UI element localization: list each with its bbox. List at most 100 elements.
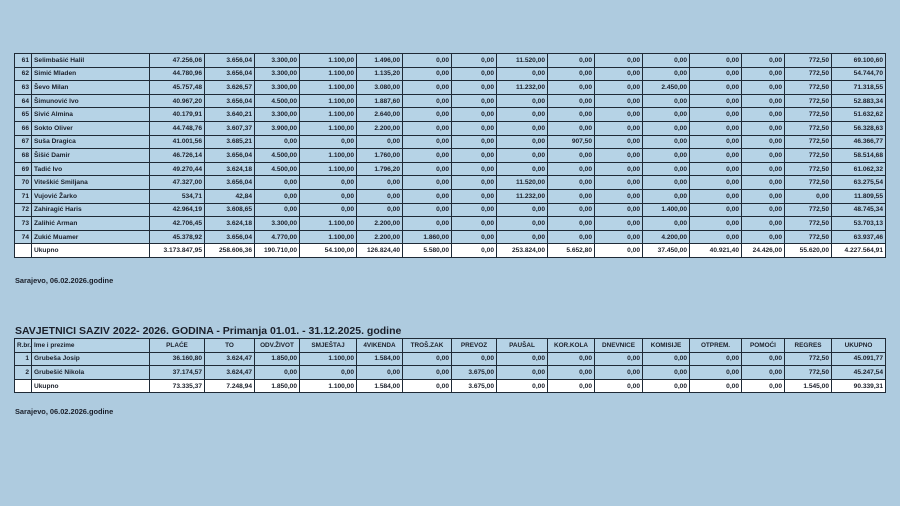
value-cell: 3.656,04 <box>204 53 255 68</box>
column-header: OTPREM. <box>689 338 742 353</box>
value-cell: 0,00 <box>689 93 742 109</box>
value-cell: 0,00 <box>254 365 300 380</box>
name-cell: Vujović Žarko <box>31 188 150 204</box>
value-cell: 0,00 <box>451 134 497 150</box>
value-cell: 772,50 <box>784 365 832 380</box>
value-cell: 0,00 <box>547 175 595 190</box>
value-cell: 3.656,04 <box>204 66 255 82</box>
value-cell: 0,00 <box>451 120 497 136</box>
value-cell: 0,00 <box>547 80 595 95</box>
value-cell: 0,00 <box>741 216 785 231</box>
value-cell: 11.520,00 <box>496 53 548 68</box>
value-cell: 40.967,20 <box>149 93 205 109</box>
value-cell: 44.748,76 <box>149 120 205 136</box>
value-cell: 0,00 <box>594 161 643 177</box>
value-cell: 71.318,55 <box>831 80 886 95</box>
value-cell: 1.545,00 <box>784 378 832 394</box>
value-cell: 0,00 <box>642 175 690 190</box>
value-cell: 0,00 <box>689 365 742 380</box>
value-cell: 0,00 <box>689 66 742 82</box>
name-cell: Viteškić Smiljana <box>31 175 150 190</box>
value-cell: 0,00 <box>402 351 452 367</box>
value-cell: 0,00 <box>547 378 595 394</box>
value-cell: 0,00 <box>299 202 357 218</box>
value-cell: 3.624,47 <box>204 365 255 380</box>
value-cell: 0,00 <box>689 378 742 394</box>
value-cell: 0,00 <box>741 53 785 68</box>
row-number: 69 <box>14 161 32 177</box>
value-cell: 0,00 <box>594 53 643 68</box>
value-cell: 0,00 <box>784 188 832 204</box>
name-cell: Zalihić Arman <box>31 216 150 231</box>
value-cell: 0,00 <box>402 365 452 380</box>
value-cell: 41.001,56 <box>149 134 205 150</box>
value-cell: 0,00 <box>594 66 643 82</box>
value-cell: 0,00 <box>741 188 785 204</box>
value-cell: 772,50 <box>784 229 832 245</box>
value-cell: 1.496,00 <box>356 53 403 68</box>
value-cell: 2.640,00 <box>356 107 403 122</box>
total-row: Ukupno 73.335,37 7.248,94 1.850,00 1.100,00 1… <box>14 378 886 394</box>
value-cell: 0,00 <box>496 148 548 163</box>
value-cell: 0,00 <box>642 188 690 204</box>
value-cell: 0,00 <box>594 216 643 231</box>
value-cell: 37.450,00 <box>642 243 690 258</box>
value-cell: 0,00 <box>642 120 690 136</box>
value-cell: 37.174,57 <box>149 365 205 380</box>
value-cell: 0,00 <box>496 93 548 109</box>
value-cell: 3.675,00 <box>451 378 497 394</box>
value-cell: 1.796,20 <box>356 161 403 177</box>
value-cell: 0,00 <box>689 148 742 163</box>
value-cell: 4.500,00 <box>254 93 300 109</box>
value-cell: 0,00 <box>356 365 403 380</box>
value-cell: 3.656,04 <box>204 175 255 190</box>
name-cell: Ukupno <box>31 378 150 394</box>
value-cell: 0,00 <box>496 202 548 218</box>
value-cell: 0,00 <box>547 351 595 367</box>
value-cell: 0,00 <box>451 202 497 218</box>
value-cell: 0,00 <box>547 216 595 231</box>
date-note: Sarajevo, 06.02.2026.godine <box>15 407 114 416</box>
value-cell: 0,00 <box>547 93 595 109</box>
value-cell: 56.328,63 <box>831 120 886 136</box>
value-cell: 0,00 <box>642 216 690 231</box>
value-cell: 1.760,00 <box>356 148 403 163</box>
value-cell: 1.100,00 <box>299 351 357 367</box>
value-cell: 534,71 <box>149 188 205 204</box>
row-number: 65 <box>14 107 32 122</box>
value-cell: 0,00 <box>642 66 690 82</box>
value-cell: 0,00 <box>741 175 785 190</box>
value-cell: 0,00 <box>741 66 785 82</box>
value-cell: 11.520,00 <box>496 175 548 190</box>
value-cell: 0,00 <box>642 93 690 109</box>
table-row: 1 Grubeša Josip 36.160,80 3.624,47 1.850,00 1… <box>14 351 886 367</box>
column-header: POMOĆI <box>741 338 785 353</box>
value-cell: 0,00 <box>689 175 742 190</box>
value-cell: 36.160,80 <box>149 351 205 367</box>
value-cell: 0,00 <box>356 134 403 150</box>
value-cell: 772,50 <box>784 175 832 190</box>
value-cell: 1.100,00 <box>299 120 357 136</box>
name-cell: Zukić Muamer <box>31 229 150 245</box>
value-cell: 3.624,47 <box>204 351 255 367</box>
table-row: 68 Šišić Damir 46.726,14 3.656,04 4.500,00 1.… <box>14 148 886 163</box>
value-cell: 0,00 <box>741 378 785 394</box>
value-cell: 0,00 <box>496 365 548 380</box>
value-cell: 0,00 <box>642 365 690 380</box>
value-cell: 42.964,19 <box>149 202 205 218</box>
value-cell: 0,00 <box>496 351 548 367</box>
name-cell: Tadić Ivo <box>31 161 150 177</box>
value-cell: 0,00 <box>594 188 643 204</box>
column-header: KOMISIJE <box>642 338 690 353</box>
value-cell: 0,00 <box>741 134 785 150</box>
name-cell: Suša Dragica <box>31 134 150 150</box>
value-cell: 40.179,91 <box>149 107 205 122</box>
value-cell: 0,00 <box>741 351 785 367</box>
value-cell: 0,00 <box>642 148 690 163</box>
value-cell: 772,50 <box>784 53 832 68</box>
value-cell: 1.850,00 <box>254 351 300 367</box>
value-cell: 0,00 <box>254 188 300 204</box>
value-cell: 1.100,00 <box>299 148 357 163</box>
name-cell: Simić Mladen <box>31 66 150 82</box>
value-cell: 0,00 <box>689 134 742 150</box>
